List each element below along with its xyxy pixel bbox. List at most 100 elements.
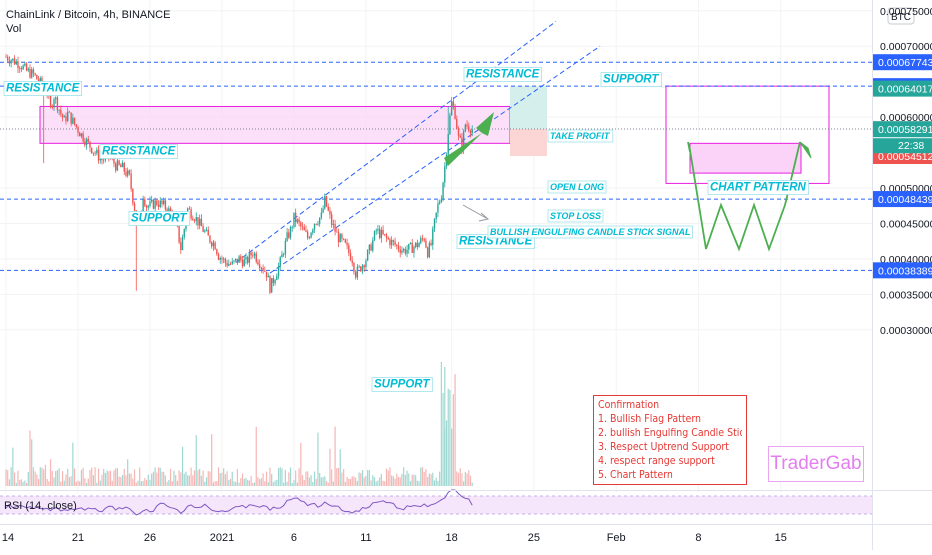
- volume-bar: [349, 478, 352, 486]
- candle-body: [60, 109, 62, 115]
- candle-body: [216, 249, 218, 255]
- candle-body: [96, 149, 98, 154]
- volume-bar: [132, 478, 134, 486]
- candle-body: [193, 220, 196, 222]
- volume-bar: [399, 477, 401, 486]
- candle-body: [449, 115, 451, 135]
- volume-bar: [307, 471, 309, 486]
- volume-bar: [260, 478, 262, 486]
- candle-body: [358, 266, 360, 268]
- candle-body: [339, 234, 341, 243]
- volume-bar: [231, 471, 233, 486]
- candle-body: [253, 253, 256, 256]
- volume-bar: [48, 481, 50, 486]
- candle-body: [392, 240, 395, 242]
- candle-body: [130, 173, 132, 189]
- candle-body: [162, 200, 165, 204]
- volume-bar: [432, 472, 434, 486]
- candle-body: [149, 201, 151, 206]
- volume-bar: [24, 480, 26, 486]
- volume-bar: [224, 474, 226, 486]
- candle-body: [397, 245, 400, 250]
- volume-bar: [305, 471, 307, 486]
- volume-bar: [166, 481, 168, 486]
- candle-body: [457, 128, 460, 136]
- candle-body: [181, 237, 184, 251]
- candle-body: [351, 260, 353, 264]
- candle-body: [55, 97, 57, 100]
- annotation-label: SUPPORT: [374, 379, 430, 391]
- price-tag-label: 0.00058291: [878, 124, 932, 136]
- stop-loss-zone: [510, 129, 547, 157]
- candle-body: [128, 170, 131, 174]
- candle-body: [219, 258, 221, 260]
- candle-body: [154, 200, 156, 209]
- candle-body: [327, 206, 329, 211]
- candle-body: [68, 111, 71, 113]
- price-tick-label: 0.00030000: [880, 325, 932, 337]
- volume-bar: [36, 474, 38, 486]
- candle-body: [8, 60, 11, 64]
- volume-bar: [394, 478, 396, 486]
- candle-body: [353, 263, 355, 272]
- volume-bar: [101, 474, 103, 486]
- time-tick-label: 21: [72, 532, 84, 544]
- candle-body: [336, 231, 338, 233]
- volume-bar: [341, 472, 343, 486]
- candle-body: [210, 242, 213, 247]
- volume-bar: [217, 467, 220, 486]
- signal-pointer-line: [462, 204, 487, 219]
- price-tag: [873, 121, 932, 138]
- candle-body: [32, 69, 35, 74]
- candle-body: [423, 238, 425, 241]
- candle-body: [430, 243, 432, 245]
- candle-body: [82, 133, 84, 142]
- candle-body: [209, 235, 211, 243]
- price-tag-label: 0.00064017: [878, 84, 932, 96]
- volume-bar: [87, 478, 89, 486]
- candle-body: [452, 101, 455, 107]
- volume-bar: [433, 480, 436, 486]
- candle-body: [240, 256, 242, 260]
- candle-body: [101, 157, 103, 161]
- volume-bar: [298, 468, 300, 486]
- volume-bar: [75, 481, 77, 486]
- candle-body: [346, 242, 348, 246]
- volume-bar: [84, 478, 86, 486]
- candle-body: [413, 246, 415, 253]
- candle-body: [310, 232, 312, 238]
- time-tick-label: 25: [528, 532, 540, 544]
- volume-bar: [296, 482, 298, 486]
- volume-bar: [346, 477, 348, 486]
- volume-bar: [425, 469, 427, 486]
- candle-body: [13, 58, 16, 65]
- volume-bar: [286, 481, 288, 486]
- volume-bar: [255, 426, 257, 486]
- time-tick-label: 2021: [210, 532, 234, 544]
- candle-body: [236, 258, 239, 263]
- volume-bar: [156, 472, 158, 486]
- volume-bar: [20, 479, 23, 486]
- volume-bar: [133, 469, 136, 486]
- volume-bar: [272, 482, 274, 486]
- candle-body: [75, 124, 77, 127]
- candle-body: [188, 208, 191, 210]
- volume-bar: [113, 470, 115, 486]
- volume-bar: [238, 482, 240, 486]
- volume-bar: [92, 475, 95, 486]
- volume-bar: [355, 477, 357, 486]
- volume-bar: [444, 367, 446, 486]
- annotation-label: SUPPORT: [131, 213, 187, 225]
- candle-body: [471, 129, 473, 134]
- volume-bar: [245, 477, 247, 486]
- volume-bar: [300, 442, 302, 486]
- candle-body: [73, 117, 76, 125]
- volume-bar: [185, 471, 187, 486]
- candle-body: [207, 229, 209, 236]
- volume-bar: [22, 481, 24, 486]
- candle-body: [72, 117, 74, 124]
- candle-body: [12, 58, 14, 61]
- volume-bar: [157, 467, 160, 486]
